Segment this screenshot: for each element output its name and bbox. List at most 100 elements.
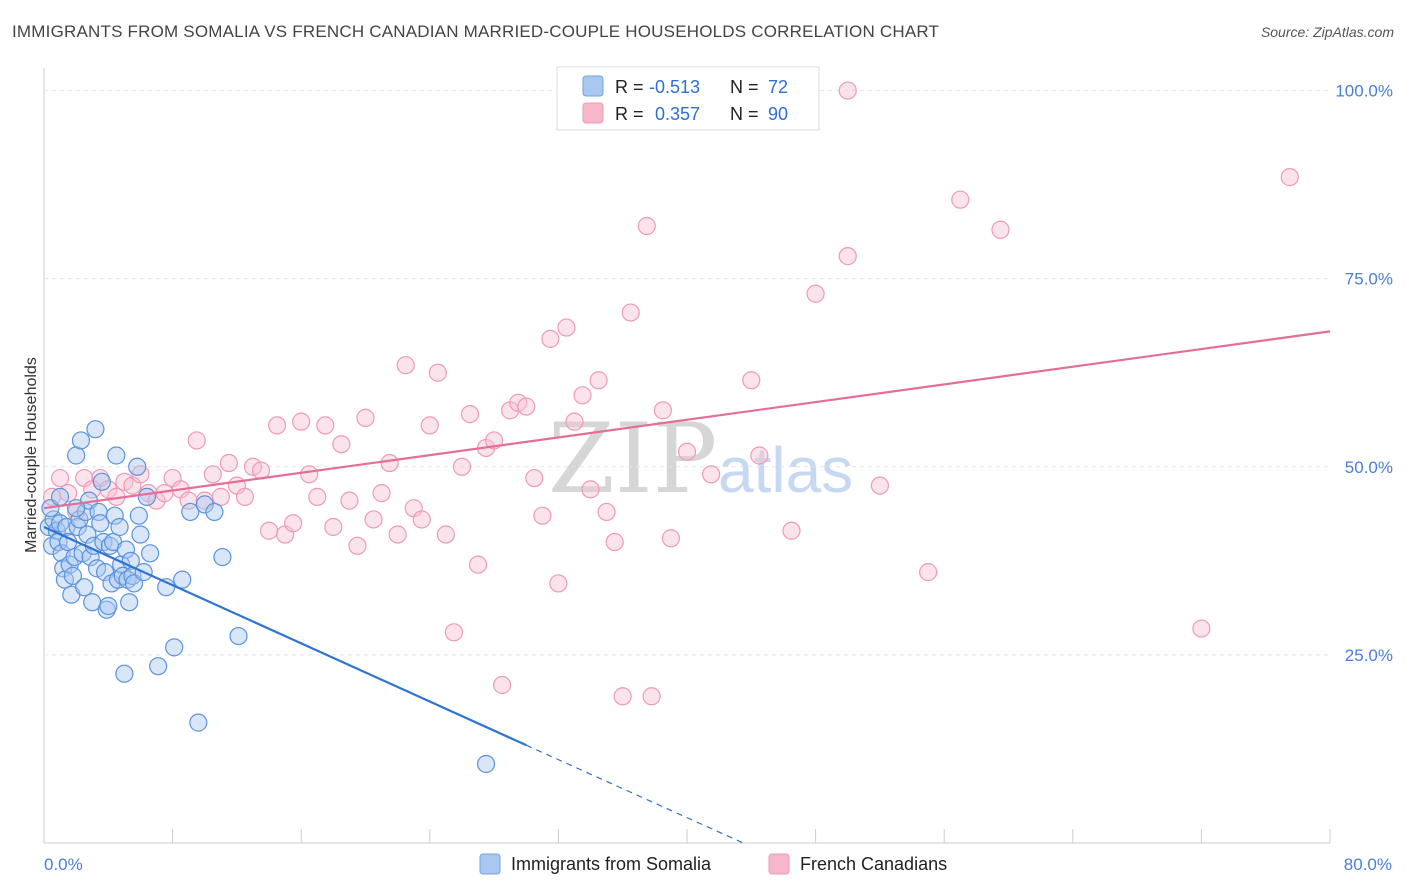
somalia-point [173,570,192,589]
french-canadian-point [517,397,536,416]
french-canadian-trend-line [43,330,1331,510]
french-canadian-point [316,416,335,435]
french-canadian-point [412,510,431,529]
somalia-point [165,638,184,657]
french-canadian-point [653,401,672,420]
french-canadian-point [388,525,407,544]
french-canadian-point [259,521,279,540]
french-canadian-point [300,465,319,484]
somalia-point [115,664,134,683]
french-canadian-point [621,303,640,322]
french-canadian-point [308,487,327,506]
somalia-point [110,517,129,537]
french-canadian-point [364,510,383,529]
french-canadian-point [396,356,415,375]
french-canadian-point [541,329,560,348]
french-canadian-point [324,517,343,537]
legend-n-value-1: 72 [768,77,788,97]
somalia-trend-extension [526,744,744,844]
french-canadian-point [436,525,455,544]
somalia-point [131,525,150,544]
french-canadian-point [292,412,311,431]
french-canadian-point [919,563,938,582]
legend-r-value-2: 0.357 [655,104,700,124]
somalia-point [92,472,111,491]
french-canadian-point [1280,168,1299,187]
french-canadian-point [870,476,890,495]
x-tick-label-right: 80.0% [1344,855,1392,874]
somalia-point [195,495,214,514]
somalia-point [78,525,97,544]
somalia-point [71,431,91,450]
french-canadian-point [525,468,544,488]
somalia-point [205,502,224,522]
french-canadian-point [468,555,488,574]
y-tick-label: 100.0% [1335,82,1393,101]
french-canadian-point [613,687,632,706]
bottom-legend-swatch-french-canadians [768,853,790,875]
somalia-point [86,420,105,439]
x-tick-label-left: 0.0% [44,855,83,874]
french-canadian-point [493,675,512,695]
somalia-point [213,547,232,567]
y-tick-label: 50.0% [1345,458,1393,477]
french-canadian-point [332,435,351,454]
legend-r-label-1: R = [615,77,644,97]
french-canadian-point [372,484,391,503]
somalia-point [129,506,148,525]
french-canadian-point [549,574,568,593]
trend-lines [43,330,1331,844]
legend-r-value-1: -0.513 [649,77,700,97]
legend-n-label-1: N = [730,77,759,97]
y-tick-labels: 100.0% 75.0% 50.0% 25.0% [1335,82,1393,665]
y-axis-title: Married-couple Households [23,357,40,553]
legend-swatch-blue [582,75,604,97]
somalia-point [181,502,200,522]
french-canadian-point [750,446,769,465]
french-canadian-point [356,408,375,427]
somalia-trend-line [43,525,527,747]
watermark-zip: ZIP [548,403,717,515]
somalia-point [229,626,248,646]
french-canadian-point [581,480,600,499]
french-canadian-point [460,405,480,424]
french-canadian-point [557,318,576,337]
legend-top: R = -0.513 N = 72 R = 0.357 N = 90 [556,66,820,131]
series-french-canadians [42,81,1299,706]
somalia-point [107,446,126,465]
french-canadian-point [642,687,661,706]
french-canadian-point [782,521,801,540]
legend-n-value-2: 90 [768,104,788,124]
bottom-legend-swatch-somalia [479,853,501,875]
french-canadian-point [605,532,624,552]
somalia-point [70,510,89,529]
french-canadian-point [677,442,697,461]
french-canadian-point [219,453,238,473]
chart-title: IMMIGRANTS FROM SOMALIA VS FRENCH CANADI… [12,22,940,41]
french-canadian-point [573,386,592,405]
french-canadian-point [267,416,287,435]
french-canadian-point [742,371,761,390]
somalia-point [120,593,139,612]
french-canadian-point [838,81,857,100]
somalia-point [67,446,86,465]
french-canadian-point [420,416,439,435]
french-canadian-point [380,453,399,473]
french-canadian-point [187,431,206,450]
french-canadian-point [838,247,857,266]
somalia-point [105,506,124,525]
french-canadian-point [951,190,970,209]
series-immigrants-from-somalia [39,420,496,774]
somalia-point [50,487,70,506]
somalia-point [137,487,156,506]
french-canadian-point [597,502,616,522]
somalia-point [140,544,160,563]
somalia-point [116,540,136,559]
somalia-point [63,566,83,585]
somalia-point [128,457,147,476]
legend-n-label-2: N = [730,104,759,124]
french-canadian-point [637,216,656,236]
somalia-point [68,517,87,537]
french-canadian-point [702,465,721,484]
french-canadian-point [348,536,367,555]
